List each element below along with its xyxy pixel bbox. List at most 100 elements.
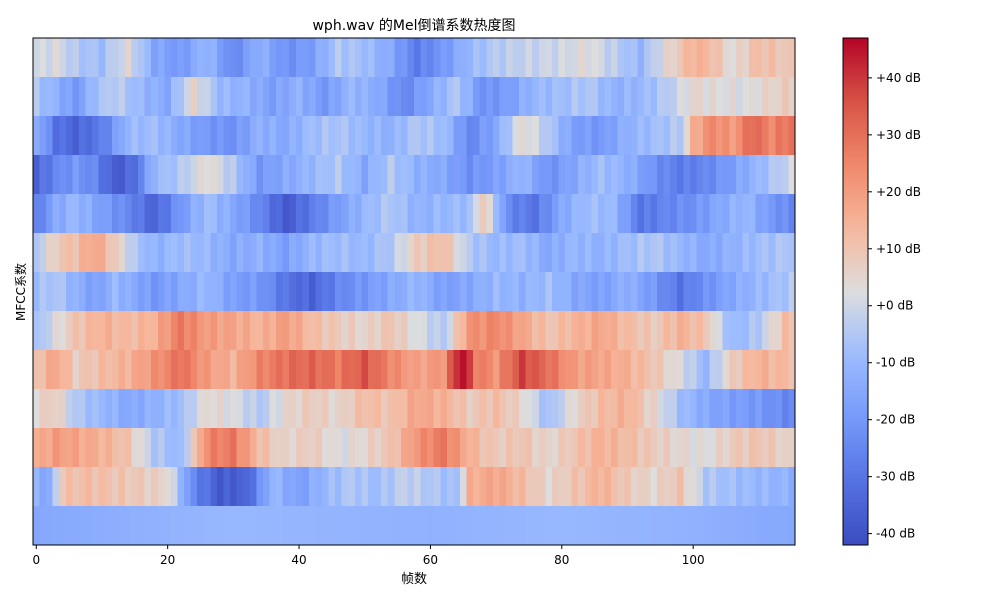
heatmap-cell (637, 428, 645, 468)
heatmap-cell (729, 467, 737, 507)
heatmap-cell (348, 38, 356, 78)
heatmap-cell (762, 389, 770, 429)
heatmap-cell (427, 38, 435, 78)
heatmap-cell (512, 38, 520, 78)
heatmap-cell (703, 155, 711, 195)
heatmap-cell (269, 350, 277, 390)
heatmap-cell (302, 194, 310, 234)
heatmap-cell (354, 350, 363, 390)
heatmap-cell (775, 233, 783, 273)
heatmap-cell (315, 350, 323, 390)
heatmap-cell (335, 38, 343, 78)
heatmap-cell (249, 77, 257, 117)
heatmap-cell (519, 272, 527, 312)
heatmap-cell (749, 428, 757, 468)
heatmap-cell (624, 350, 632, 390)
heatmap-cell (249, 38, 257, 78)
heatmap-cell (519, 77, 527, 117)
heatmap-cell (46, 467, 54, 507)
heatmap-cell (92, 428, 100, 468)
heatmap-cell (262, 467, 271, 507)
heatmap-cell (538, 389, 546, 429)
heatmap-cell (709, 272, 717, 312)
heatmap-cell (637, 155, 645, 195)
heatmap-cell (65, 77, 74, 117)
heatmap-cell (519, 194, 527, 234)
heatmap-cell (453, 155, 461, 195)
heatmap-cell (124, 77, 133, 117)
heatmap-cell (624, 77, 632, 117)
heatmap-cell (617, 350, 625, 390)
heatmap-cell (335, 428, 343, 468)
heatmap-cell (551, 506, 560, 546)
heatmap-cell (742, 272, 750, 312)
heatmap-cell (650, 506, 658, 546)
heatmap-cell (138, 116, 146, 156)
heatmap-cell (243, 194, 251, 234)
heatmap-cell (256, 77, 264, 117)
heatmap-cell (657, 467, 665, 507)
heatmap-cell (131, 272, 139, 312)
heatmap-cell (394, 467, 402, 507)
heatmap-cell (33, 272, 41, 312)
heatmap-cell (184, 38, 192, 78)
heatmap-cell (243, 272, 251, 312)
heatmap-cell (591, 272, 599, 312)
heatmap-cell (630, 506, 638, 546)
heatmap-cell (650, 350, 658, 390)
heatmap-cell (203, 233, 211, 273)
heatmap-cell (98, 389, 106, 429)
heatmap-cell (400, 233, 409, 273)
heatmap-cell (525, 350, 533, 390)
heatmap-cell (59, 194, 67, 234)
heatmap-cell (236, 506, 244, 546)
heatmap-cell (775, 77, 783, 117)
heatmap-cell (459, 311, 468, 351)
heatmap-cell (124, 311, 133, 351)
heatmap-cell (98, 155, 106, 195)
heatmap-cell (295, 155, 303, 195)
heatmap-cell (505, 155, 514, 195)
heatmap-cell (111, 272, 119, 312)
heatmap-cell (709, 116, 717, 156)
heatmap-cell (190, 467, 198, 507)
heatmap-cell (597, 506, 606, 546)
heatmap-cell (637, 311, 645, 351)
heatmap-cell (663, 77, 671, 117)
heatmap-cell (98, 194, 106, 234)
heatmap-cell (295, 194, 303, 234)
heatmap-cell (637, 233, 645, 273)
heatmap-cell (197, 194, 205, 234)
heatmap-cell (676, 311, 684, 351)
heatmap-cell (486, 311, 494, 351)
heatmap-cell (282, 350, 290, 390)
heatmap-cell (729, 77, 737, 117)
heatmap-cell (538, 233, 546, 273)
heatmap-plot (32, 37, 796, 546)
heatmap-cell (617, 272, 625, 312)
heatmap-cell (374, 428, 382, 468)
heatmap-cell (289, 350, 297, 390)
heatmap-cell (663, 350, 671, 390)
heatmap-cell (276, 77, 284, 117)
heatmap-cell (716, 350, 724, 390)
colorbar-tick-label: +0 dB (876, 299, 913, 313)
heatmap-cell (479, 233, 487, 273)
heatmap-cell (427, 233, 435, 273)
colorbar: -40 dB-30 dB-20 dB-10 dB+0 dB+10 dB+20 d… (842, 37, 921, 546)
heatmap-cell (276, 116, 284, 156)
heatmap-cell (124, 194, 133, 234)
heatmap-cell (670, 272, 678, 312)
heatmap-cell (46, 350, 54, 390)
heatmap-cell (611, 272, 619, 312)
heatmap-cell (591, 155, 599, 195)
heatmap-cell (414, 155, 422, 195)
heatmap-cell (368, 155, 376, 195)
heatmap-cell (131, 194, 139, 234)
heatmap-cell (643, 116, 652, 156)
heatmap-cell (722, 116, 730, 156)
heatmap-cell (295, 428, 303, 468)
heatmap-cell (696, 272, 704, 312)
heatmap-cell (663, 116, 671, 156)
heatmap-cell (525, 272, 533, 312)
